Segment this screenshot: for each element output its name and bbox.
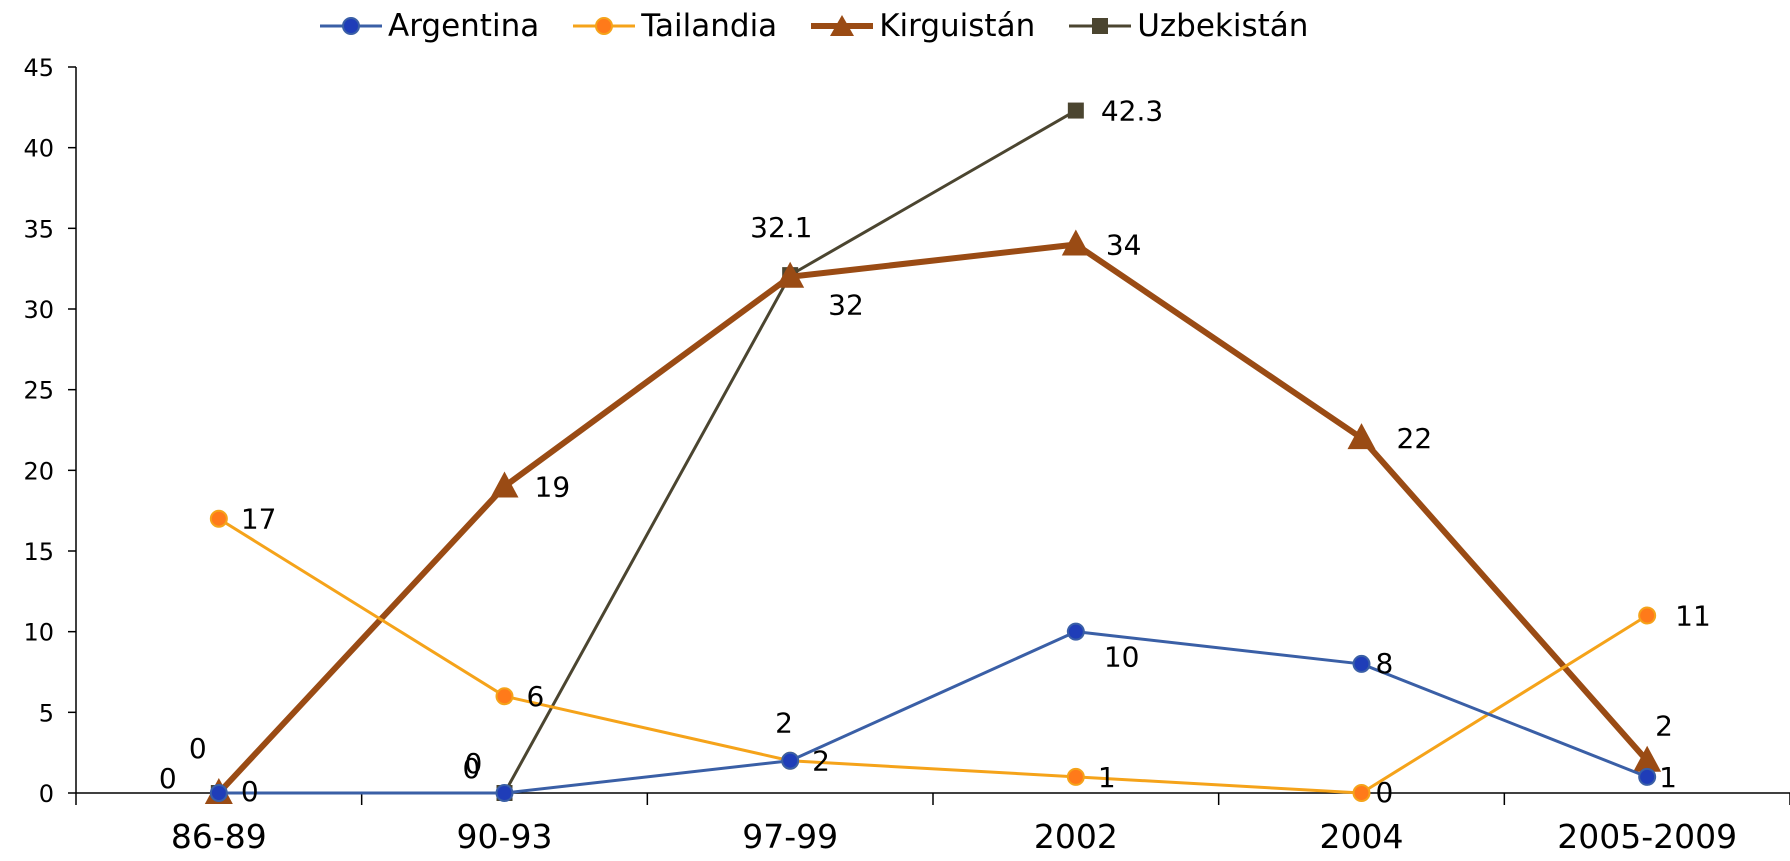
data-label-argentina: 0 <box>159 762 177 795</box>
series-line-kirguistan <box>216 241 1650 796</box>
data-point-tailandia <box>495 687 514 706</box>
data-point-tailandia <box>209 509 228 528</box>
y-tick-label: 15 <box>23 538 54 566</box>
x-tick-label: 97-99 <box>742 817 838 856</box>
legend-swatch-argentina <box>320 17 382 35</box>
data-label-tailandia: 17 <box>241 503 277 536</box>
y-tick-label: 0 <box>39 780 54 808</box>
y-tick-label: 35 <box>23 215 54 243</box>
y-tick-label: 40 <box>23 135 54 163</box>
x-tick-label: 86-89 <box>171 817 267 856</box>
data-label-argentina: 2 <box>775 707 793 740</box>
data-label-argentina: 10 <box>1104 641 1140 674</box>
y-tick-label: 5 <box>39 699 54 727</box>
data-label-kirguistan: 32 <box>828 289 864 322</box>
y-tick-label: 25 <box>23 377 54 405</box>
legend-item-tailandia: Tailandia <box>573 8 777 44</box>
data-point-tailandia <box>1638 606 1657 625</box>
data-label-tailandia: 0 <box>1376 776 1394 809</box>
data-point-argentina <box>1352 654 1371 673</box>
legend-item-kirguistan: Kirguistán <box>811 8 1035 44</box>
legend-label-argentina: Argentina <box>388 8 540 44</box>
y-tick-label: 20 <box>23 457 54 485</box>
data-label-argentina: 8 <box>1376 647 1394 680</box>
data-label-uzbekistan: 0 <box>463 752 481 785</box>
data-label-tailandia: 11 <box>1675 600 1711 633</box>
series-line-tailandia <box>218 517 1648 795</box>
data-point-kirguistan <box>1347 423 1376 450</box>
data-label-argentina: 1 <box>1659 761 1677 794</box>
data-label-argentina: 0 <box>465 747 483 780</box>
y-tick-label: 10 <box>23 619 54 647</box>
data-point-tailandia <box>1352 784 1371 802</box>
legend-swatch-tailandia <box>573 17 636 35</box>
data-label-uzbekistan: 32.1 <box>750 211 812 244</box>
data-label-kirguistan: 34 <box>1106 228 1142 261</box>
legend: Argentina Tailandia Kirguistán Uzbekistá… <box>320 8 1308 44</box>
data-label-kirguistan: 19 <box>535 470 571 503</box>
data-point-argentina <box>209 784 228 802</box>
legend-label-kirguistan: Kirguistán <box>879 8 1036 44</box>
data-point-kirguistan <box>1061 229 1090 256</box>
data-point-argentina <box>1638 767 1657 786</box>
y-tick-label: 45 <box>23 54 54 82</box>
legend-item-uzbekistan: Uzbekistán <box>1069 8 1308 44</box>
data-label-tailandia: 6 <box>527 680 545 713</box>
data-label-tailandia: 2 <box>812 745 830 778</box>
data-point-tailandia <box>1066 767 1085 786</box>
data-label-kirguistan: 2 <box>1655 710 1673 743</box>
data-point-kirguistan <box>1633 745 1662 772</box>
legend-label-tailandia: Tailandia <box>641 8 778 44</box>
legend-label-uzbekistan: Uzbekistán <box>1137 8 1309 44</box>
data-point-argentina <box>495 784 514 802</box>
data-point-argentina <box>781 751 800 770</box>
legend-swatch-kirguistan <box>811 15 874 36</box>
y-tick-label: 30 <box>23 296 54 324</box>
x-tick-label: 2002 <box>1034 817 1118 856</box>
data-label-tailandia: 1 <box>1098 761 1116 794</box>
x-tick-label: 2005-2009 <box>1557 817 1737 856</box>
data-label-kirguistan: 22 <box>1397 422 1433 455</box>
x-tick-label: 90-93 <box>457 817 553 856</box>
data-point-kirguistan <box>776 261 805 288</box>
legend-swatch-uzbekistan <box>1069 18 1132 34</box>
data-label-uzbekistan: 0 <box>189 732 207 765</box>
data-point-argentina <box>1066 622 1085 641</box>
legend-item-argentina: Argentina <box>320 8 539 44</box>
data-label-kirguistan: 0 <box>241 775 259 808</box>
x-tick-label: 2004 <box>1320 817 1404 856</box>
data-label-uzbekistan: 42.3 <box>1101 95 1163 128</box>
data-point-uzbekistan <box>1067 102 1084 119</box>
series-line-argentina <box>218 630 1648 795</box>
data-point-kirguistan <box>490 471 519 498</box>
